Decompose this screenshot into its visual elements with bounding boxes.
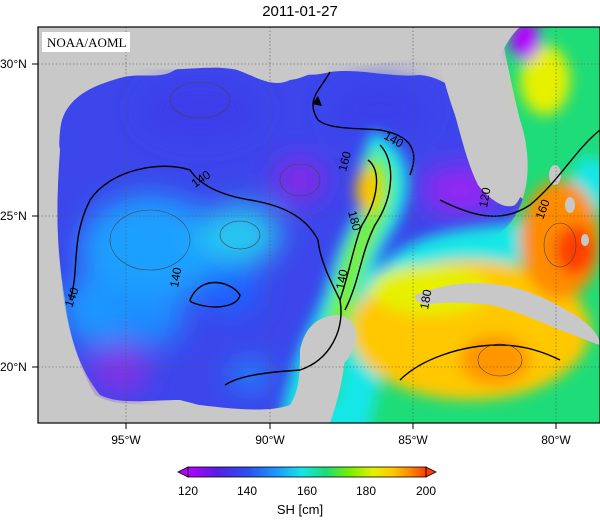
coastlines [38,27,600,423]
graticule [38,27,600,423]
contour-label: 180 [417,288,434,310]
colorbar-tick: 140 [237,484,257,498]
lat-label: 20°N [0,360,27,374]
credit-text: NOAA/AOML [47,35,127,50]
colorbar-tick: 180 [356,484,376,498]
colorbar-tick: 160 [297,484,317,498]
lon-label: 80°W [541,433,571,447]
credit-box [42,32,130,52]
colorbar-tick: 200 [416,484,436,498]
arrow-icon [312,96,322,106]
contour-label: 140 [62,285,82,309]
contour-label: 160 [335,149,354,172]
lat-label: 25°N [0,209,27,223]
contour-label: 160 [533,197,553,221]
contour-label: 120 [476,186,493,208]
contour-label: 140 [333,268,350,290]
lon-label: 85°W [398,433,428,447]
colorbar-label: SH [cm] [276,502,324,517]
map-title: 2011-01-27 [262,3,338,20]
contour-label: 180 [345,209,364,232]
contours [69,71,600,386]
lon-label: 95°W [111,433,141,447]
colorbar-tick: 120 [178,484,198,498]
contour-label: 140 [167,266,184,288]
colorbar: 120 140 160 180 200 [177,466,437,498]
map-frame [37,26,600,424]
lat-label: 30°N [0,57,27,71]
map-field: 140 140 140 140 160 180 140 120 160 180 … [38,27,600,423]
lon-label: 90°W [255,433,285,447]
